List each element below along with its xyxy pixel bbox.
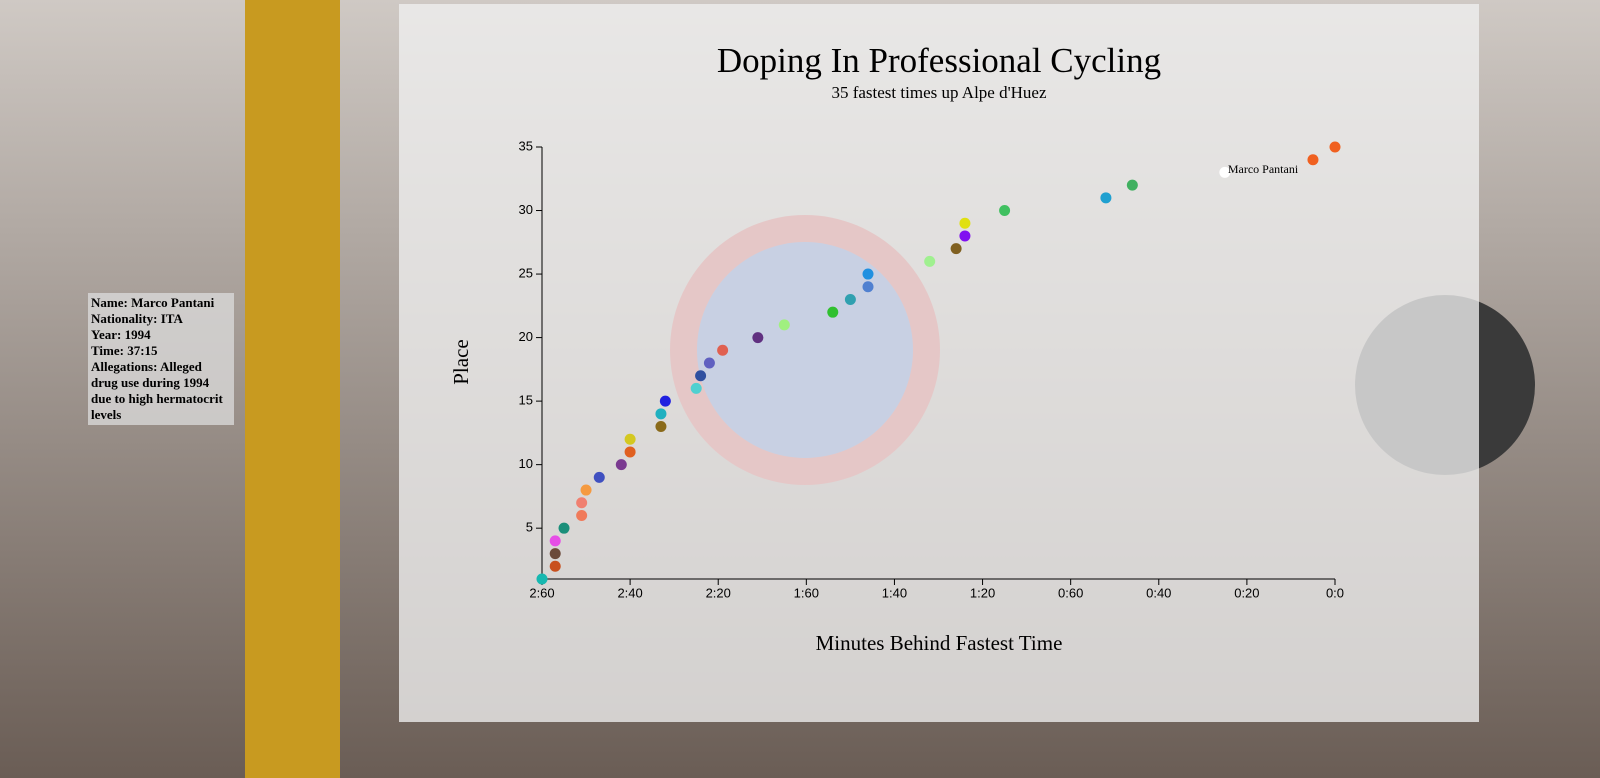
data-point — [1126, 179, 1138, 191]
y-tick-label: 20 — [519, 329, 533, 344]
data-point — [778, 319, 790, 331]
data-point — [1219, 166, 1231, 178]
chart-panel — [399, 4, 1479, 722]
x-tick-label: 2:40 — [617, 585, 642, 600]
data-point — [576, 509, 588, 521]
data-point — [536, 573, 548, 585]
y-tick-label: 30 — [519, 202, 533, 217]
x-tick-label: 0:0 — [1326, 585, 1344, 600]
point-label: Marco Pantani — [1228, 162, 1299, 176]
data-point — [580, 484, 592, 496]
y-axis-label: Place — [449, 339, 473, 384]
x-tick-label: 0:40 — [1146, 585, 1171, 600]
data-point — [959, 230, 971, 242]
data-point — [862, 281, 874, 293]
y-tick-label: 25 — [519, 265, 533, 280]
data-point — [1100, 192, 1112, 204]
data-point — [695, 370, 707, 382]
y-tick-label: 5 — [526, 520, 533, 535]
x-tick-label: 2:60 — [529, 585, 554, 600]
data-point — [1329, 141, 1341, 153]
data-point — [862, 268, 874, 280]
x-tick-label: 1:40 — [882, 585, 907, 600]
tooltip-line: Time: 37:15 — [91, 343, 158, 358]
data-point — [703, 357, 715, 369]
data-point — [844, 293, 856, 305]
data-point — [959, 217, 971, 229]
data-point — [655, 421, 667, 433]
x-tick-label: 0:60 — [1058, 585, 1083, 600]
y-tick-label: 15 — [519, 393, 533, 408]
data-point — [950, 243, 962, 255]
y-tick-label: 10 — [519, 456, 533, 471]
x-tick-label: 1:20 — [970, 585, 995, 600]
data-point — [615, 459, 627, 471]
data-point — [827, 306, 839, 318]
x-tick-label: 0:20 — [1234, 585, 1259, 600]
photo-pole — [245, 0, 340, 778]
data-point — [549, 548, 561, 560]
tooltip-line: Year: 1994 — [91, 327, 151, 342]
data-point — [549, 560, 561, 572]
data-point — [624, 433, 636, 445]
data-point — [752, 332, 764, 344]
data-point — [655, 408, 667, 420]
data-point — [576, 497, 588, 509]
tooltip-line: Nationality: ITA — [91, 311, 183, 326]
chart-subtitle: 35 fastest times up Alpe d'Huez — [831, 83, 1047, 102]
tooltip-line: Allegations: Alleged drug use during 199… — [91, 359, 223, 422]
x-axis-label: Minutes Behind Fastest Time — [816, 631, 1063, 655]
data-point — [558, 522, 570, 534]
data-point — [690, 382, 702, 394]
x-tick-label: 2:20 — [706, 585, 731, 600]
data-point — [924, 255, 936, 267]
y-tick-label: 35 — [519, 138, 533, 153]
data-point — [624, 446, 636, 458]
data-point — [717, 344, 729, 356]
x-tick-label: 1:60 — [794, 585, 819, 600]
data-point — [999, 205, 1011, 217]
tooltip-line: Name: Marco Pantani — [91, 295, 215, 310]
tooltip: Name: Marco Pantani Nationality: ITA Year:… — [88, 293, 234, 425]
data-point — [593, 471, 605, 483]
data-point — [1307, 154, 1319, 166]
data-point — [549, 535, 561, 547]
data-point — [659, 395, 671, 407]
chart-title: Doping In Professional Cycling — [717, 41, 1161, 80]
